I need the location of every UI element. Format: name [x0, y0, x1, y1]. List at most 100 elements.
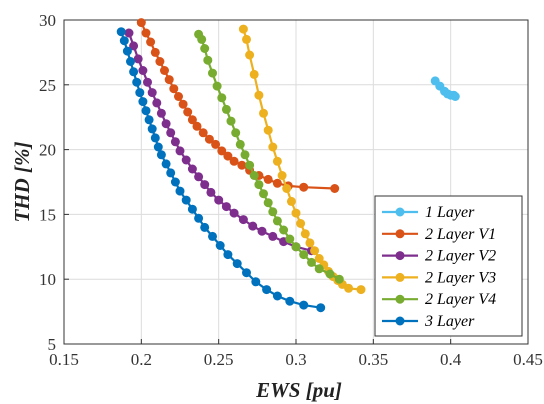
data-point: [237, 160, 247, 170]
y-tick-label: 10: [39, 270, 56, 289]
series-1-layer: [430, 76, 460, 101]
x-tick-label: 0.4: [440, 350, 462, 369]
data-point: [116, 27, 126, 37]
legend-label: 2 Layer V3: [425, 269, 496, 286]
data-point: [200, 180, 210, 190]
data-point: [181, 195, 191, 205]
x-axis-title: EWS [pu]: [255, 378, 342, 402]
data-point: [299, 250, 309, 260]
data-point: [126, 57, 135, 66]
data-point: [229, 208, 239, 218]
legend-item: 2 Layer V3: [382, 269, 496, 286]
y-tick-label: 30: [39, 11, 56, 30]
data-point: [307, 257, 316, 267]
legend-label: 2 Layer V4: [425, 291, 496, 308]
x-axis: 0.15 0.2 0.25 0.3 0.35 0.4 0.45: [49, 339, 543, 369]
legend-label: 3 Layer: [424, 313, 475, 330]
x-tick-label: 0.25: [204, 350, 234, 369]
data-point: [254, 90, 264, 100]
legend-swatch-marker: [395, 316, 405, 326]
data-point: [316, 303, 326, 313]
data-point: [124, 28, 134, 38]
data-point: [300, 229, 310, 239]
y-tick-label: 5: [48, 335, 57, 354]
data-point: [268, 142, 278, 152]
data-point: [217, 146, 227, 156]
data-point: [150, 133, 160, 143]
legend-item: 2 Layer V2: [382, 248, 496, 265]
data-point: [254, 180, 264, 190]
data-point: [143, 77, 152, 87]
data-point: [305, 238, 315, 248]
data-point: [231, 128, 241, 138]
data-point: [164, 75, 174, 85]
data-point: [356, 285, 366, 295]
data-point: [132, 77, 142, 87]
data-point: [215, 241, 225, 250]
data-point: [285, 234, 295, 244]
data-point: [310, 246, 320, 256]
data-point: [160, 66, 169, 75]
data-point: [232, 259, 242, 269]
data-point: [135, 88, 145, 98]
data-point: [314, 264, 324, 274]
legend-item: 2 Layer V1: [382, 226, 496, 243]
data-point: [169, 84, 179, 94]
legend-swatch-marker: [395, 251, 405, 261]
data-point: [214, 195, 224, 205]
data-point: [245, 160, 255, 170]
data-point: [272, 291, 282, 301]
data-point: [330, 184, 340, 193]
data-point: [133, 54, 143, 64]
data-point: [181, 155, 191, 165]
data-point: [245, 50, 255, 60]
x-tick-label: 0.3: [285, 350, 306, 369]
data-point: [238, 215, 248, 225]
data-point: [314, 254, 324, 263]
data-point: [166, 168, 176, 178]
x-tick-label: 0.2: [131, 350, 152, 369]
legend-swatch-marker: [395, 272, 405, 282]
data-point: [263, 174, 273, 184]
data-point: [200, 222, 210, 232]
plot-area: [116, 18, 460, 313]
data-point: [212, 81, 222, 91]
data-point: [268, 207, 278, 217]
data-point: [263, 198, 273, 208]
data-point: [146, 37, 156, 47]
data-point: [257, 226, 267, 236]
data-point: [291, 242, 301, 252]
data-point: [138, 66, 148, 75]
data-point: [204, 134, 214, 144]
data-point: [286, 196, 296, 206]
data-point: [229, 156, 239, 166]
data-point: [279, 225, 289, 235]
data-point: [251, 277, 261, 287]
data-point: [299, 182, 309, 192]
data-point: [161, 159, 171, 169]
data-point: [277, 171, 287, 180]
data-point: [194, 213, 204, 223]
data-point: [175, 186, 185, 196]
y-axis-title: THD [%]: [10, 141, 34, 222]
data-point: [161, 119, 171, 129]
x-tick-label: 0.15: [49, 350, 79, 369]
data-point: [262, 285, 272, 295]
data-point: [223, 250, 233, 260]
series-2-layer-v1: [136, 18, 340, 193]
data-point: [166, 128, 176, 138]
data-point: [203, 55, 213, 65]
data-point: [291, 208, 301, 218]
data-point: [272, 156, 282, 166]
data-point: [217, 93, 227, 103]
data-point: [248, 221, 258, 231]
data-point: [285, 296, 295, 306]
data-point: [122, 46, 132, 56]
data-point: [153, 142, 163, 152]
data-point: [226, 116, 236, 126]
data-point: [200, 44, 210, 53]
data-point: [240, 150, 250, 160]
x-tick-label: 0.35: [358, 350, 388, 369]
data-point: [249, 69, 259, 79]
data-point: [211, 139, 221, 149]
